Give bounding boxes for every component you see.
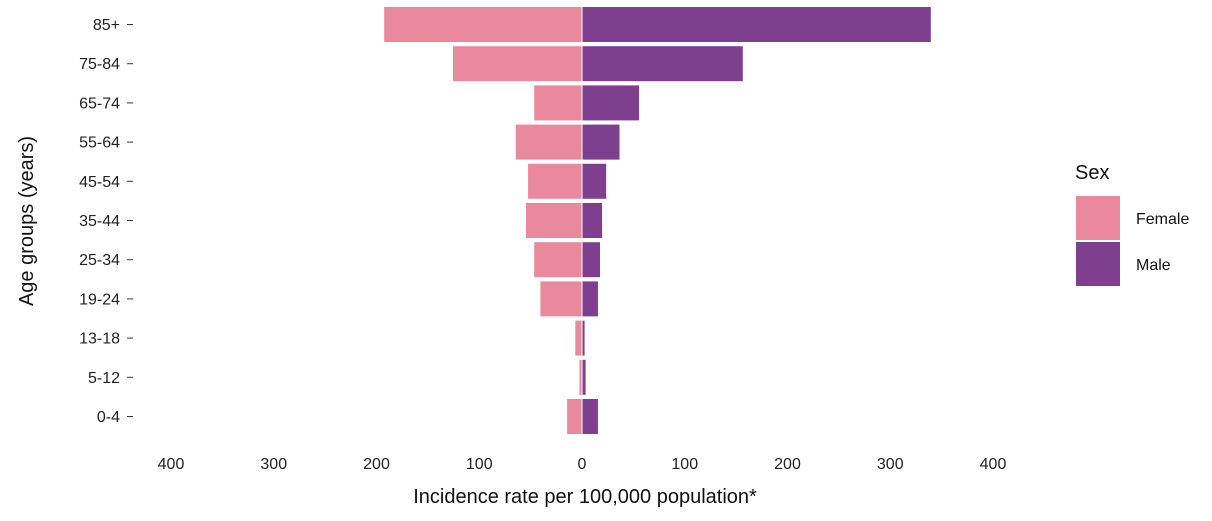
- bar-male-35-44: [581, 202, 604, 239]
- y-axis-title: Age groups (years): [16, 136, 38, 306]
- y-axis: 0-4 5-12 13-18 19-24 25-34 35-44 45-54 55-64 65-…: [79, 17, 133, 426]
- bar-female-75-84: [452, 45, 583, 83]
- y-tick-label-55-64: 55-64: [79, 135, 120, 152]
- bar-female-85+: [383, 6, 583, 43]
- bar-female-45-54: [527, 162, 583, 200]
- x-tick-label-3: 100: [466, 456, 493, 473]
- x-tick-label-7: 300: [877, 456, 904, 473]
- legend-entries: Female Male: [1076, 196, 1189, 286]
- bar-male-19-24: [581, 280, 599, 318]
- x-tick-label-5: 100: [671, 456, 698, 473]
- x-tick-label-8: 400: [980, 456, 1007, 473]
- bar-male-5-12: [581, 358, 587, 396]
- y-tick-label-19-24: 19-24: [79, 291, 120, 308]
- x-tick-label-2: 200: [363, 456, 390, 473]
- bar-female-13-18: [574, 319, 583, 357]
- bar-female-55-64: [514, 123, 583, 161]
- bar-female-0-4: [566, 398, 583, 435]
- x-tick-label-0: 400: [158, 456, 185, 473]
- bar-female-65-74: [533, 84, 583, 122]
- x-tick-label-4: 0: [578, 456, 587, 473]
- bar-male-13-18: [581, 319, 586, 357]
- legend-key-female: [1076, 196, 1120, 240]
- bar-male-75-84: [581, 45, 744, 83]
- bar-male-65-74: [581, 84, 641, 122]
- x-tick-label-1: 300: [260, 456, 287, 473]
- x-tick-label-6: 200: [774, 456, 801, 473]
- x-axis-title: Incidence rate per 100,000 population*: [413, 486, 757, 508]
- y-tick-label-0-4: 0-4: [97, 409, 120, 426]
- legend-key-male: [1076, 242, 1120, 286]
- y-tick-label-35-44: 35-44: [79, 213, 120, 230]
- bars: [383, 6, 932, 435]
- legend-label-female: Female: [1136, 211, 1189, 228]
- bar-male-0-4: [581, 398, 599, 435]
- bar-male-85+: [581, 6, 932, 43]
- x-axis: 400 300 200 100 0 100 200 300 400: [158, 456, 1007, 473]
- legend: Sex Female Male: [1075, 162, 1189, 286]
- y-tick-label-13-18: 13-18: [79, 331, 120, 348]
- bar-female-35-44: [524, 202, 583, 239]
- y-tick-label-65-74: 65-74: [79, 95, 120, 112]
- legend-label-male: Male: [1136, 257, 1171, 274]
- bar-male-45-54: [581, 162, 608, 200]
- bar-male-55-64: [581, 123, 621, 161]
- y-tick-label-45-54: 45-54: [79, 174, 120, 191]
- legend-title: Sex: [1075, 162, 1109, 184]
- bar-female-19-24: [539, 280, 583, 318]
- y-tick-label-85+: 85+: [93, 17, 120, 34]
- y-tick-label-5-12: 5-12: [88, 370, 120, 387]
- bar-female-25-34: [533, 241, 583, 279]
- bar-male-25-34: [581, 241, 601, 279]
- y-tick-label-75-84: 75-84: [79, 56, 120, 73]
- y-tick-label-25-34: 25-34: [79, 252, 120, 269]
